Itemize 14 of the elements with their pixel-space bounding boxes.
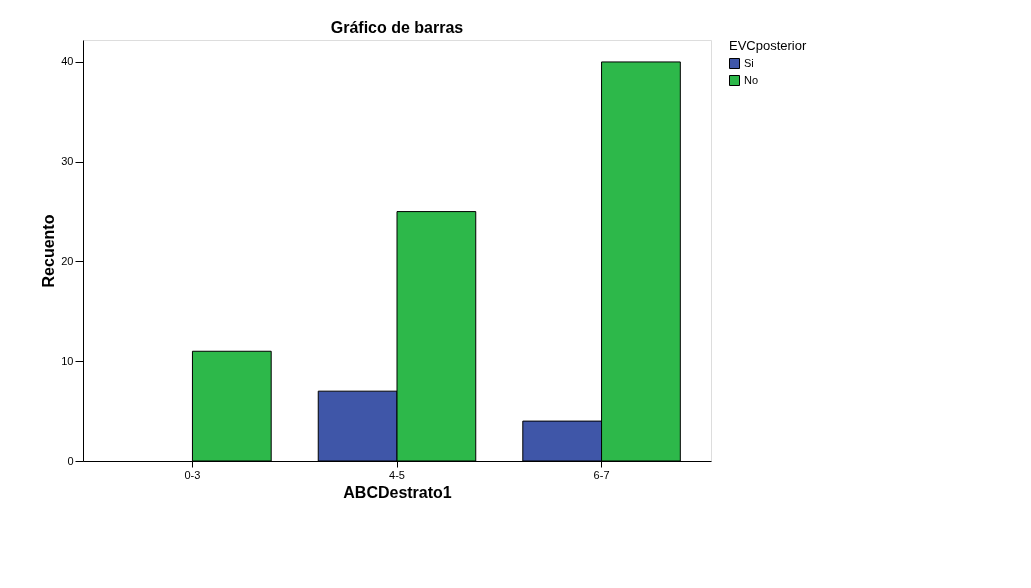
x-tick-label: 0-3 [184, 468, 201, 481]
y-tick-label: 20 [61, 254, 74, 267]
x-axis-title: ABCDestrato1 [343, 483, 452, 501]
y-axis-title: Recuento [40, 214, 58, 288]
y-tick-label: 40 [61, 55, 74, 68]
x-tick-label: 4-5 [389, 468, 405, 481]
y-tick-label: 0 [67, 454, 74, 467]
legend-title: EVCposterior [729, 38, 807, 53]
legend-label: Si [744, 56, 754, 69]
y-tick-label: 30 [61, 155, 74, 168]
chart-title: Gráfico de barras [330, 19, 464, 36]
y-tick-label: 10 [61, 354, 74, 367]
x-tick-label: 6-7 [593, 468, 610, 481]
legend-label: No [744, 73, 759, 86]
